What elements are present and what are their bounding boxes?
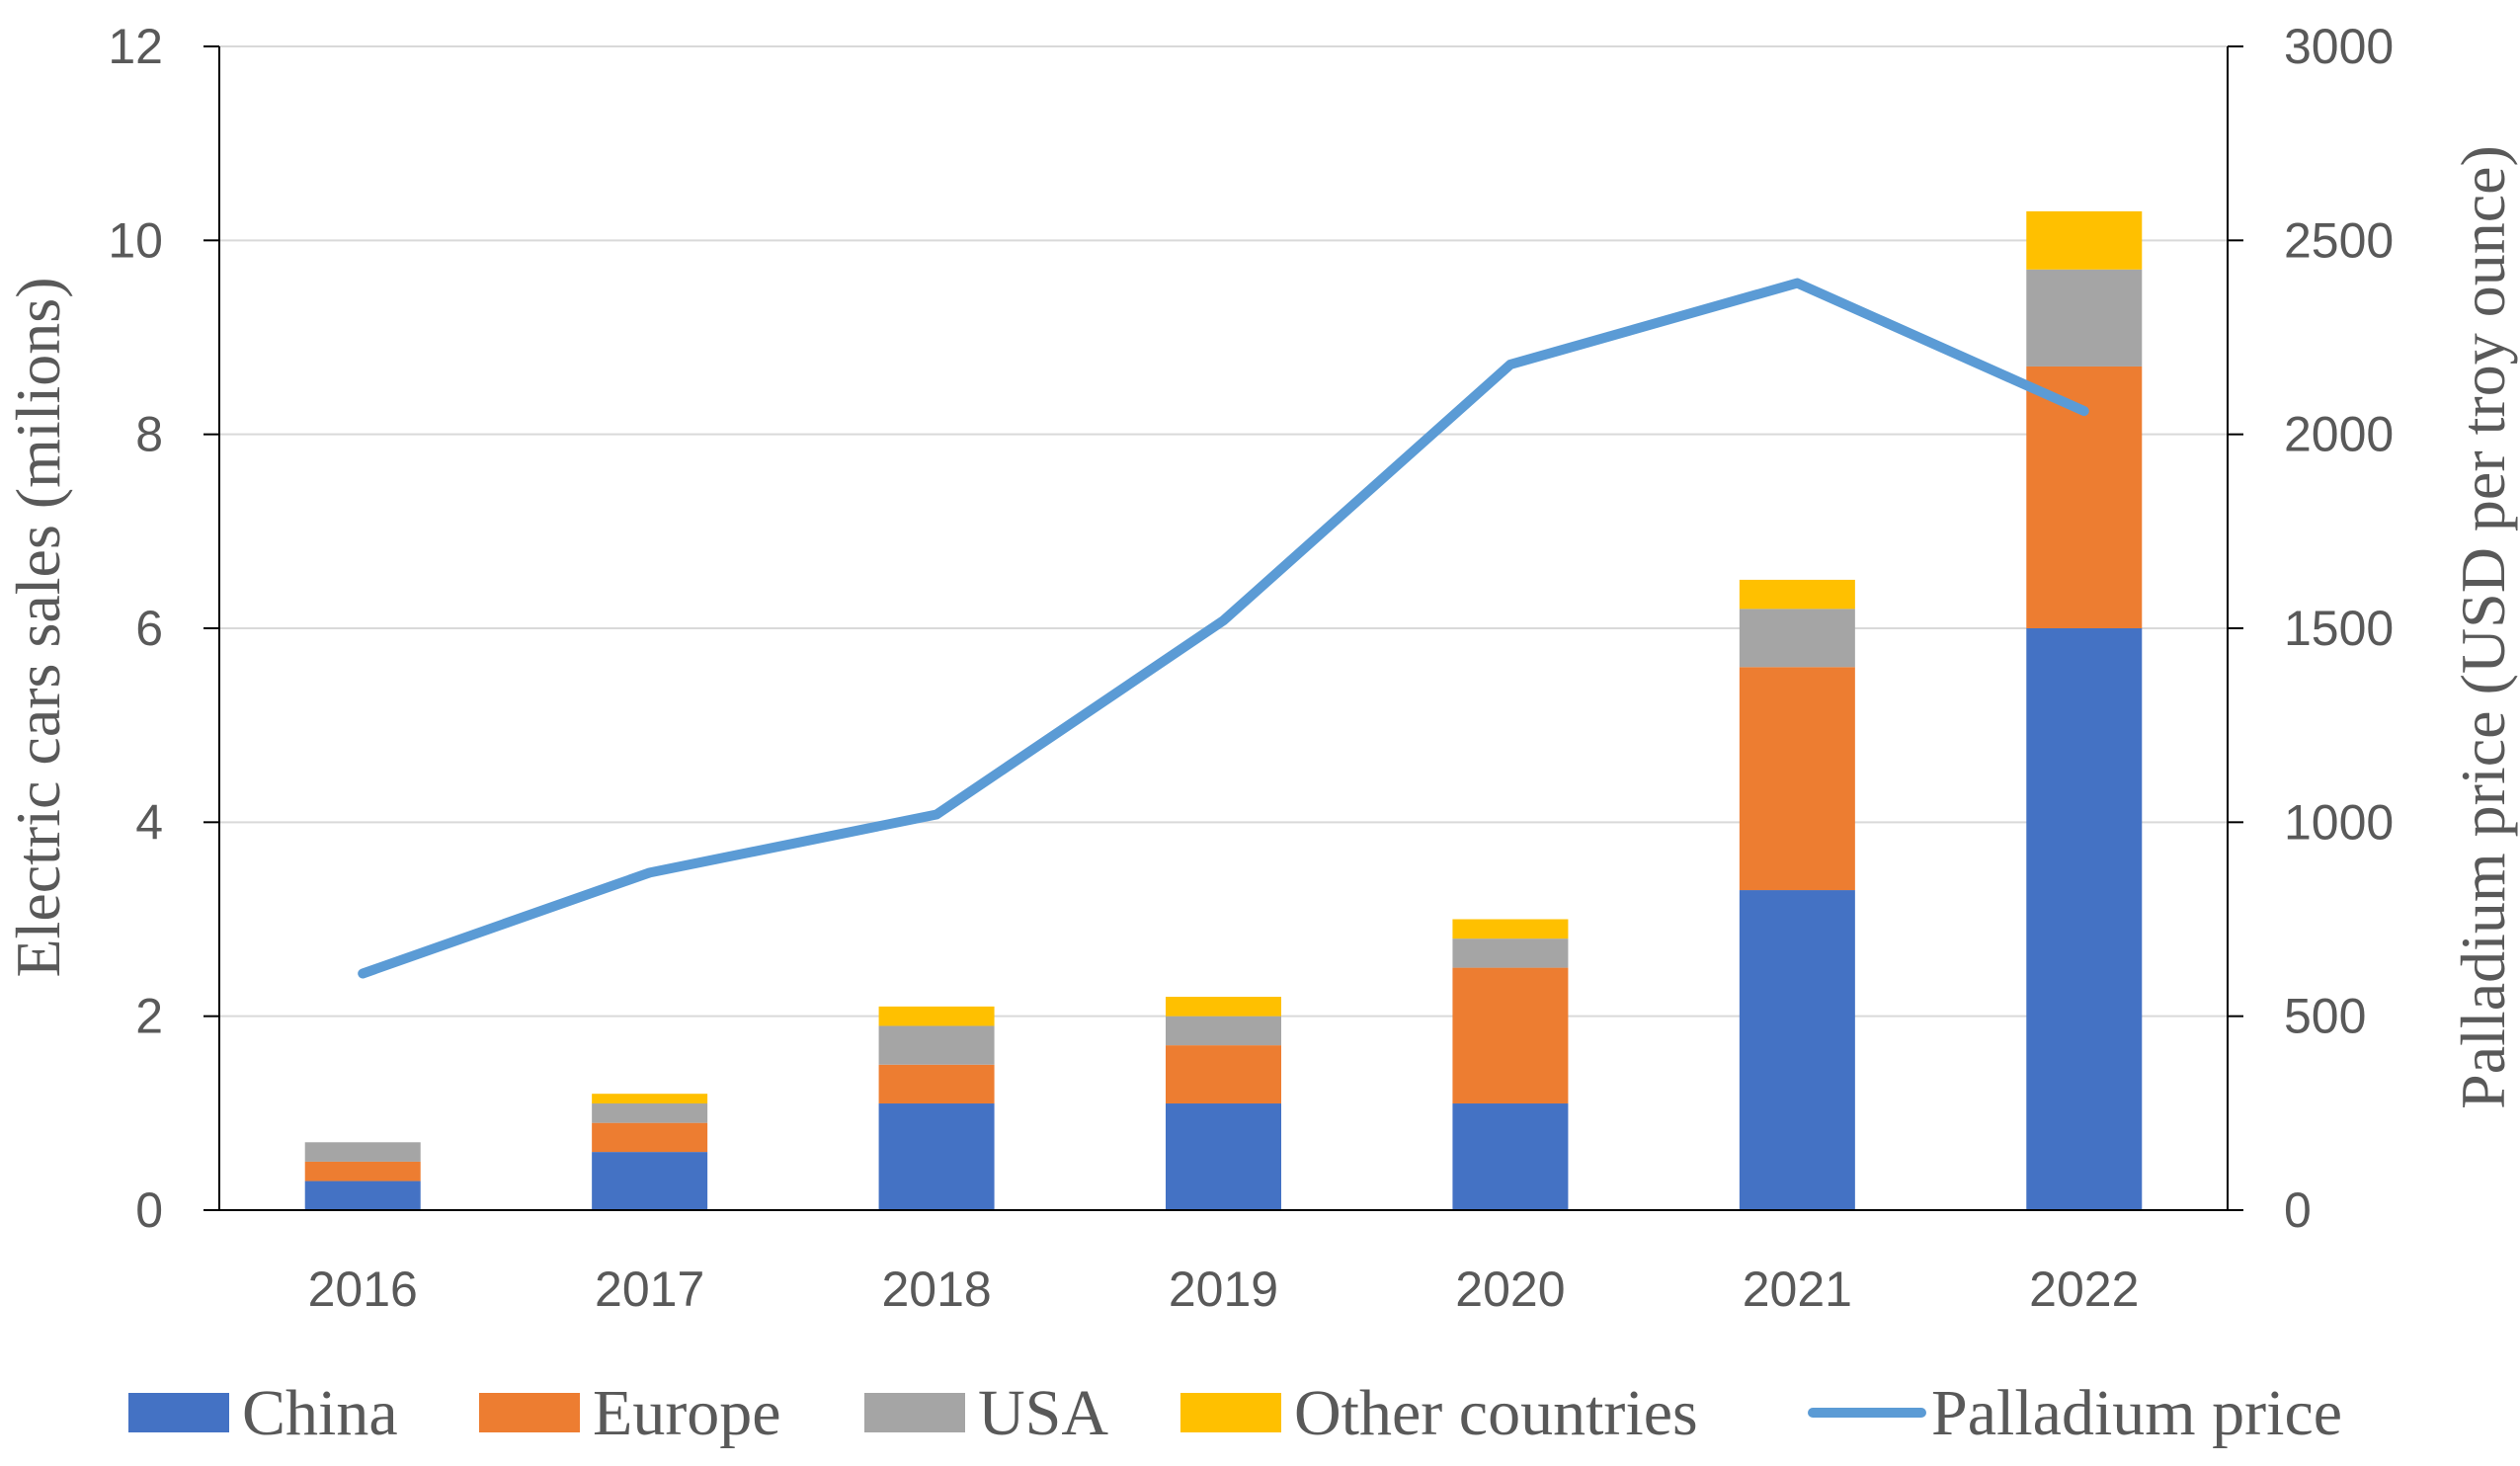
x-tick-label: 2016 (308, 1262, 418, 1317)
bar-china-2017 (592, 1152, 708, 1210)
legend-swatch-china (128, 1393, 229, 1432)
tick-labels: 0 2 4 6 8 10 12 0 500 1000 1500 2000 2500 3000 2016 201… (108, 19, 2394, 1317)
bar-other-countries-2020 (1452, 919, 1569, 939)
bar-china-2019 (1166, 1103, 1281, 1210)
bar-usa-2016 (304, 1142, 421, 1162)
bar-china-2020 (1452, 1103, 1569, 1210)
legend-label-usa: USA (978, 1377, 1108, 1449)
y-tick-label: 4 (135, 794, 163, 850)
x-tick-label: 2022 (2029, 1262, 2139, 1317)
bar-europe-2017 (592, 1122, 708, 1153)
bar-usa-2020 (1452, 938, 1569, 968)
y-tick-label: 0 (135, 1182, 163, 1238)
bar-usa-2019 (1166, 1016, 1281, 1046)
bar-other-countries-2021 (1739, 579, 1855, 610)
legend: China Europe USA Other countries Palladium p… (128, 1377, 2342, 1449)
legend-label-palladium-price: Palladium price (1931, 1377, 2342, 1449)
bar-china-2018 (878, 1103, 995, 1210)
gridlines (219, 45, 2228, 1018)
bar-other-countries-2019 (1166, 997, 1281, 1017)
bars (304, 210, 2143, 1210)
bar-usa-2018 (878, 1025, 995, 1065)
bar-europe-2020 (1452, 967, 1569, 1104)
legend-swatch-europe (479, 1393, 580, 1432)
bar-other-countries-2022 (2026, 210, 2143, 270)
bar-usa-2022 (2026, 269, 2143, 366)
legend-label-other-countries: Other countries (1294, 1377, 1698, 1449)
y2-tick-label: 0 (2284, 1182, 2312, 1238)
y2-tick-label: 2000 (2284, 407, 2394, 462)
y-tick-label: 6 (135, 601, 163, 656)
bar-usa-2017 (592, 1103, 708, 1123)
bar-other-countries-2018 (878, 1006, 995, 1026)
bar-europe-2019 (1166, 1045, 1281, 1104)
y2-tick-label: 1000 (2284, 794, 2394, 850)
bar-other-countries-2017 (592, 1094, 708, 1104)
y2-tick-label: 1500 (2284, 601, 2394, 656)
y2-tick-label: 2500 (2284, 212, 2394, 268)
bar-usa-2021 (1739, 609, 1855, 668)
legend-label-europe: Europe (593, 1377, 781, 1449)
x-tick-label: 2021 (1743, 1262, 1852, 1317)
x-tick-label: 2019 (1169, 1262, 1278, 1317)
y-tick-label: 12 (108, 19, 163, 74)
bar-china-2021 (1739, 890, 1855, 1210)
palladium-line (358, 278, 2089, 979)
x-tick-label: 2020 (1455, 1262, 1565, 1317)
x-tick-label: 2018 (881, 1262, 991, 1317)
bar-europe-2016 (304, 1161, 421, 1181)
y-tick-label: 8 (135, 407, 163, 462)
x-tick-label: 2017 (595, 1262, 704, 1317)
legend-label-china: China (242, 1377, 398, 1449)
bar-china-2022 (2026, 628, 2143, 1210)
y2-tick-label: 3000 (2284, 19, 2394, 74)
y-tick-label: 10 (108, 212, 163, 268)
y-tick-label: 2 (135, 989, 163, 1044)
y2-tick-label: 500 (2284, 989, 2366, 1044)
bar-europe-2018 (878, 1064, 995, 1104)
y2-axis-title: Palladium price (USD per troy ounce) (2448, 145, 2518, 1109)
bar-europe-2021 (1739, 667, 1855, 891)
legend-swatch-other-countries (1180, 1393, 1281, 1432)
bar-china-2016 (304, 1181, 421, 1210)
axes (203, 45, 2243, 1211)
y-axis-title: Electric cars sales (milions) (3, 277, 73, 977)
legend-swatch-usa (864, 1393, 965, 1432)
